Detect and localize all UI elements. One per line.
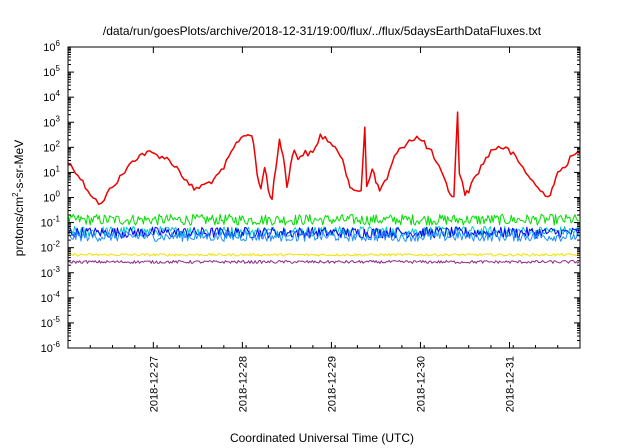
x-tick-label: 2018-12-31 [505, 356, 517, 412]
flux-series-7 [67, 259, 580, 264]
flux-series-2 [67, 213, 580, 226]
x-tick-label: 2018-12-28 [237, 356, 249, 412]
flux-series-1 [67, 111, 581, 206]
x-axis-label: Coordinated Universal Time (UTC) [230, 431, 414, 445]
flux-series-4 [67, 226, 580, 239]
x-axis: 2018-12-27 2018-12-28 2018-12-29 2018-12-30… [67, 47, 581, 412]
data-series [67, 111, 581, 264]
y-tick-label: 10-2 [41, 240, 61, 255]
y-tick-label: 101 [43, 164, 60, 179]
y-tick-label: 10-6 [41, 340, 61, 355]
y-tick-label: 10-5 [41, 315, 61, 330]
y-tick-label: 10-1 [41, 215, 61, 230]
y-tick-label: 10-4 [41, 290, 61, 305]
y-tick-label: 103 [43, 114, 60, 129]
flux-series-6 [67, 253, 580, 257]
flux-series-5 [67, 231, 580, 242]
y-axis: 10-6 10-5 10-4 10-3 10-2 10-1 100 101 102 103 104 1… [41, 39, 580, 355]
y-axis-label: protons/cm2-s-sr-MeV [11, 140, 26, 256]
x-tick-label: 2018-12-30 [415, 356, 427, 412]
plot-frame [67, 46, 581, 349]
y-tick-label: 104 [43, 89, 60, 104]
y-tick-label: 106 [43, 39, 60, 54]
y-tick-label: 100 [43, 190, 60, 205]
y-tick-label: 105 [43, 64, 60, 79]
chart-title: /data/run/goesPlots/archive/2018-12-31/1… [103, 24, 542, 38]
x-tick-label: 2018-12-29 [326, 356, 338, 412]
y-tick-label: 102 [43, 139, 60, 154]
x-tick-label: 2018-12-27 [148, 356, 160, 412]
y-tick-label: 10-3 [41, 265, 61, 280]
